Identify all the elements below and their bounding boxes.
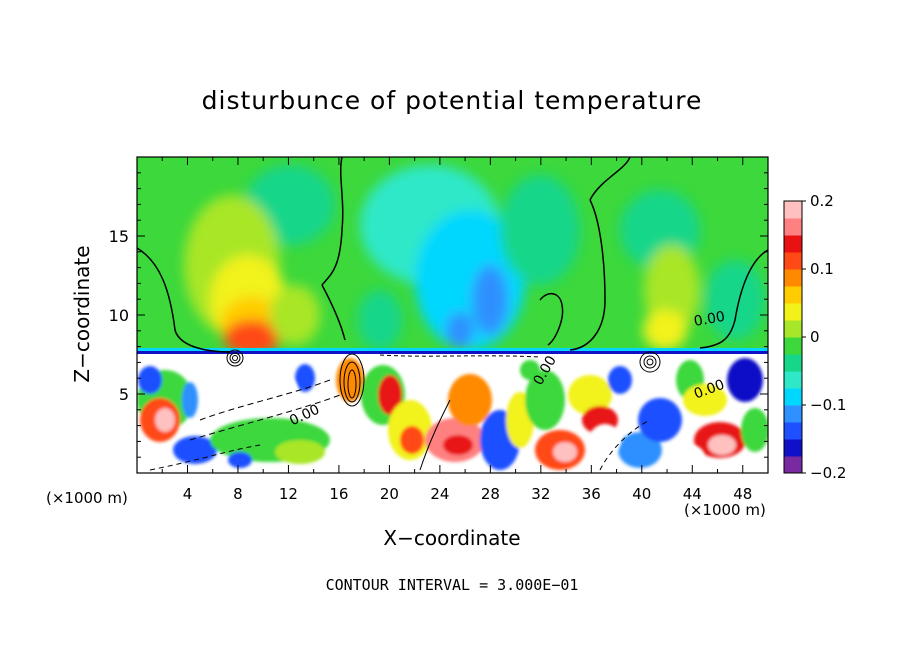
contour-interval-note: CONTOUR INTERVAL = 3.000E−01 — [325, 576, 579, 594]
colorbar-swatch — [784, 422, 802, 440]
colorbar-swatch — [784, 201, 802, 219]
colorbar-tick-label: 0.2 — [810, 192, 834, 210]
x-tick-label: 44 — [683, 485, 702, 503]
x-axis-label: X−coordinate — [383, 526, 521, 550]
x-tick-label: 24 — [430, 485, 449, 503]
contour-label: 0.00 — [693, 309, 726, 330]
x-tick-label: 40 — [632, 485, 651, 503]
x-tick-label: 36 — [582, 485, 601, 503]
x-tick-label: 12 — [279, 485, 298, 503]
colorbar-swatch — [784, 371, 802, 389]
colorbar-swatch — [784, 252, 802, 270]
colorbar-tick-label: −0.2 — [810, 464, 846, 482]
colorbar-tick-label: 0.1 — [810, 260, 834, 278]
colorbar-swatch — [784, 337, 802, 355]
colorbar-swatch — [784, 388, 802, 406]
colorbar-tick-label: 0 — [810, 328, 820, 346]
chart-title: disturbunce of potential temperature — [201, 86, 703, 115]
x-unit-label-right: (×1000 m) — [684, 501, 766, 519]
x-tick-label: 32 — [531, 485, 550, 503]
colorbar-swatch — [784, 439, 802, 457]
x-tick-label: 16 — [329, 485, 348, 503]
y-tick-label: 5 — [119, 385, 129, 404]
y-tick-label: 10 — [109, 306, 129, 325]
colorbar-swatch — [784, 269, 802, 287]
x-unit-label-left: (×1000 m) — [46, 489, 128, 507]
x-tick-label: 20 — [380, 485, 399, 503]
x-tick-label: 8 — [233, 485, 243, 503]
contour-clusters — [149, 349, 661, 471]
y-tick-label: 15 — [109, 227, 129, 246]
colorbar-swatch — [784, 218, 802, 236]
plot-field — [137, 157, 768, 473]
colorbar-swatch — [784, 405, 802, 423]
colorbar-swatch — [784, 235, 802, 253]
x-tick-label: 48 — [733, 485, 752, 503]
colorbar-swatch — [784, 320, 802, 338]
colorbar-tick-label: −0.1 — [810, 396, 846, 414]
colorbar-swatch — [784, 354, 802, 372]
colorbar-swatch — [784, 286, 802, 304]
x-tick-label: 28 — [481, 485, 500, 503]
zero-contours — [137, 157, 768, 353]
x-tick-label: 4 — [183, 485, 193, 503]
colorbar-swatch — [784, 456, 802, 474]
colorbar-swatch — [784, 303, 802, 321]
